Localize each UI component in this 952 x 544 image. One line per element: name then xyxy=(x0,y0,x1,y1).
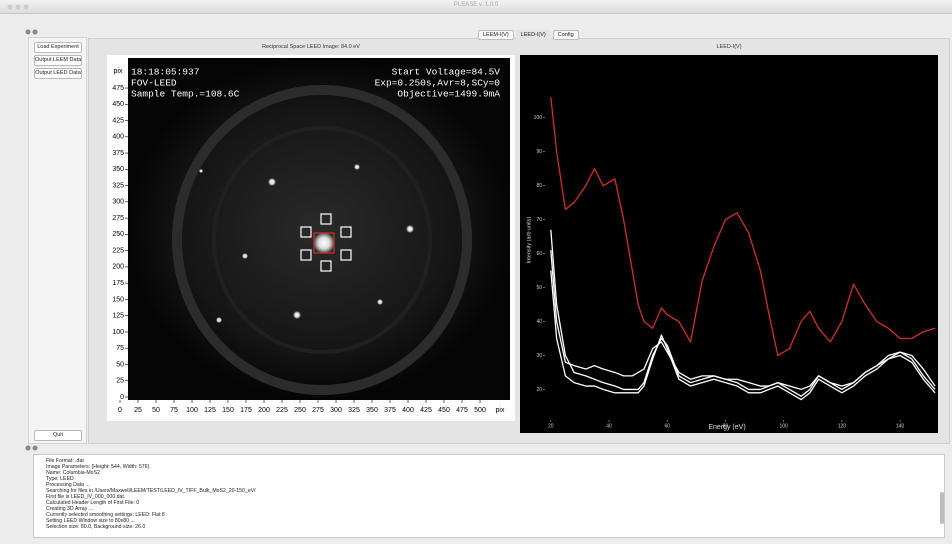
y-tick-label: 275 xyxy=(112,215,124,222)
y-tick-label: 20 xyxy=(536,387,542,393)
x-tick-label: 400 xyxy=(402,407,414,414)
x-tick-label: 200 xyxy=(258,407,270,414)
y-tick-label: 0 xyxy=(120,394,124,401)
y-tick-label: 450 xyxy=(112,101,124,108)
y-tick-label: 90 xyxy=(536,149,542,155)
app-window: PLEASE v. 1.0.0 Load Experiment Output L… xyxy=(0,0,952,544)
y-tick-label: 25 xyxy=(116,378,124,385)
tab[interactable]: LEED-I(V) xyxy=(516,30,551,40)
x-tick-label: 375 xyxy=(384,407,396,414)
tab[interactable]: Config xyxy=(553,30,579,40)
title-bar: PLEASE v. 1.0.0 xyxy=(0,0,952,14)
overlay-text: Start Voltage=84.5V xyxy=(392,67,501,78)
y-tick-label: 100 xyxy=(534,115,543,121)
y-tick-label: 225 xyxy=(112,247,124,254)
image-title: Reciprocal Space LEED Image: 84.0 eV xyxy=(107,44,515,50)
y-tick-label: 300 xyxy=(112,199,124,206)
output-leem-button[interactable]: Output LEEM Data xyxy=(34,55,82,66)
x-tick-label: 25 xyxy=(134,407,142,414)
y-tick-label: 150 xyxy=(112,296,124,303)
y-tick-label: 40 xyxy=(536,319,542,325)
y-tick-label: 325 xyxy=(112,182,124,189)
x-tick-label: 80 xyxy=(723,423,729,429)
log-line: Selection size: 80.0, Background size: 2… xyxy=(46,524,944,530)
y-tick-label: 70 xyxy=(536,217,542,223)
overlay-text: Objective=1499.9mA xyxy=(397,89,500,100)
y-tick-label: 400 xyxy=(112,134,124,141)
y-tick-label: 425 xyxy=(112,117,124,124)
y-tick-label: 175 xyxy=(112,280,124,287)
tab[interactable]: LEEM-I(V) xyxy=(478,30,514,40)
axis-unit: pix xyxy=(496,407,505,414)
x-tick-label: 75 xyxy=(170,407,178,414)
y-tick-label: 60 xyxy=(536,251,542,257)
leed-image: 18:18:05:937 FOV-LEED Sample Temp.=108.6… xyxy=(107,55,515,421)
y-tick-label: 50 xyxy=(116,361,124,368)
overlay-text: Sample Temp.=108.6C xyxy=(131,89,240,100)
x-tick-label: 325 xyxy=(348,407,360,414)
x-tick-label: 175 xyxy=(240,407,252,414)
window-title: PLEASE v. 1.0.0 xyxy=(0,2,952,8)
chart-title: LEED-I(V) xyxy=(520,44,938,50)
x-tick-label: 500 xyxy=(474,407,486,414)
x-tick-label: 300 xyxy=(330,407,342,414)
x-tick-label: 100 xyxy=(186,407,198,414)
x-tick-label: 150 xyxy=(222,407,234,414)
overlay-text: 18:18:05:937 xyxy=(131,67,199,78)
x-tick-label: 100 xyxy=(779,423,788,429)
x-tick-label: 425 xyxy=(420,407,432,414)
dock-controls xyxy=(24,28,44,36)
dock-controls xyxy=(24,444,44,452)
y-axis-label: Intensity (arb units) xyxy=(526,216,532,263)
x-tick-label: 0 xyxy=(118,407,122,414)
y-tick-label: 50 xyxy=(536,285,542,291)
x-tick-label: 225 xyxy=(276,407,288,414)
y-tick-label: 250 xyxy=(112,231,124,238)
axis-unit: pix xyxy=(114,68,123,75)
y-tick-label: 200 xyxy=(112,264,124,271)
y-tick-label: 375 xyxy=(112,150,124,157)
x-tick-label: 275 xyxy=(312,407,324,414)
y-tick-label: 125 xyxy=(112,313,124,320)
tab-bar: LEEM-I(V) LEED-I(V) Config xyxy=(478,30,581,40)
y-tick-label: 100 xyxy=(112,329,124,336)
x-tick-label: 475 xyxy=(456,407,468,414)
y-tick-label: 30 xyxy=(536,353,542,359)
x-tick-label: 60 xyxy=(664,423,670,429)
x-tick-label: 350 xyxy=(366,407,378,414)
x-tick-label: 20 xyxy=(548,423,554,429)
overlay-text: FOV-LEED xyxy=(131,78,177,89)
quit-button[interactable]: Quit xyxy=(34,430,82,441)
y-tick-label: 350 xyxy=(112,166,124,173)
iv-chart: Energy (eV) Intensity (arb units) 203040… xyxy=(520,55,938,433)
x-tick-label: 450 xyxy=(438,407,450,414)
y-tick-label: 80 xyxy=(536,183,542,189)
x-tick-label: 140 xyxy=(896,423,905,429)
scrollbar[interactable] xyxy=(940,492,944,524)
load-button[interactable]: Load Experiment xyxy=(34,42,82,53)
output-leed-button[interactable]: Output LEED Data xyxy=(34,68,82,79)
y-tick-label: 475 xyxy=(112,85,124,92)
sidebar xyxy=(28,37,87,444)
x-tick-label: 120 xyxy=(838,423,847,429)
overlay-text: Exp=0.250s,Avr=8,SCy=0 xyxy=(375,78,501,89)
x-tick-label: 40 xyxy=(606,423,612,429)
x-tick-label: 50 xyxy=(152,407,160,414)
x-tick-label: 250 xyxy=(294,407,306,414)
y-tick-label: 75 xyxy=(116,345,124,352)
x-tick-label: 125 xyxy=(204,407,216,414)
